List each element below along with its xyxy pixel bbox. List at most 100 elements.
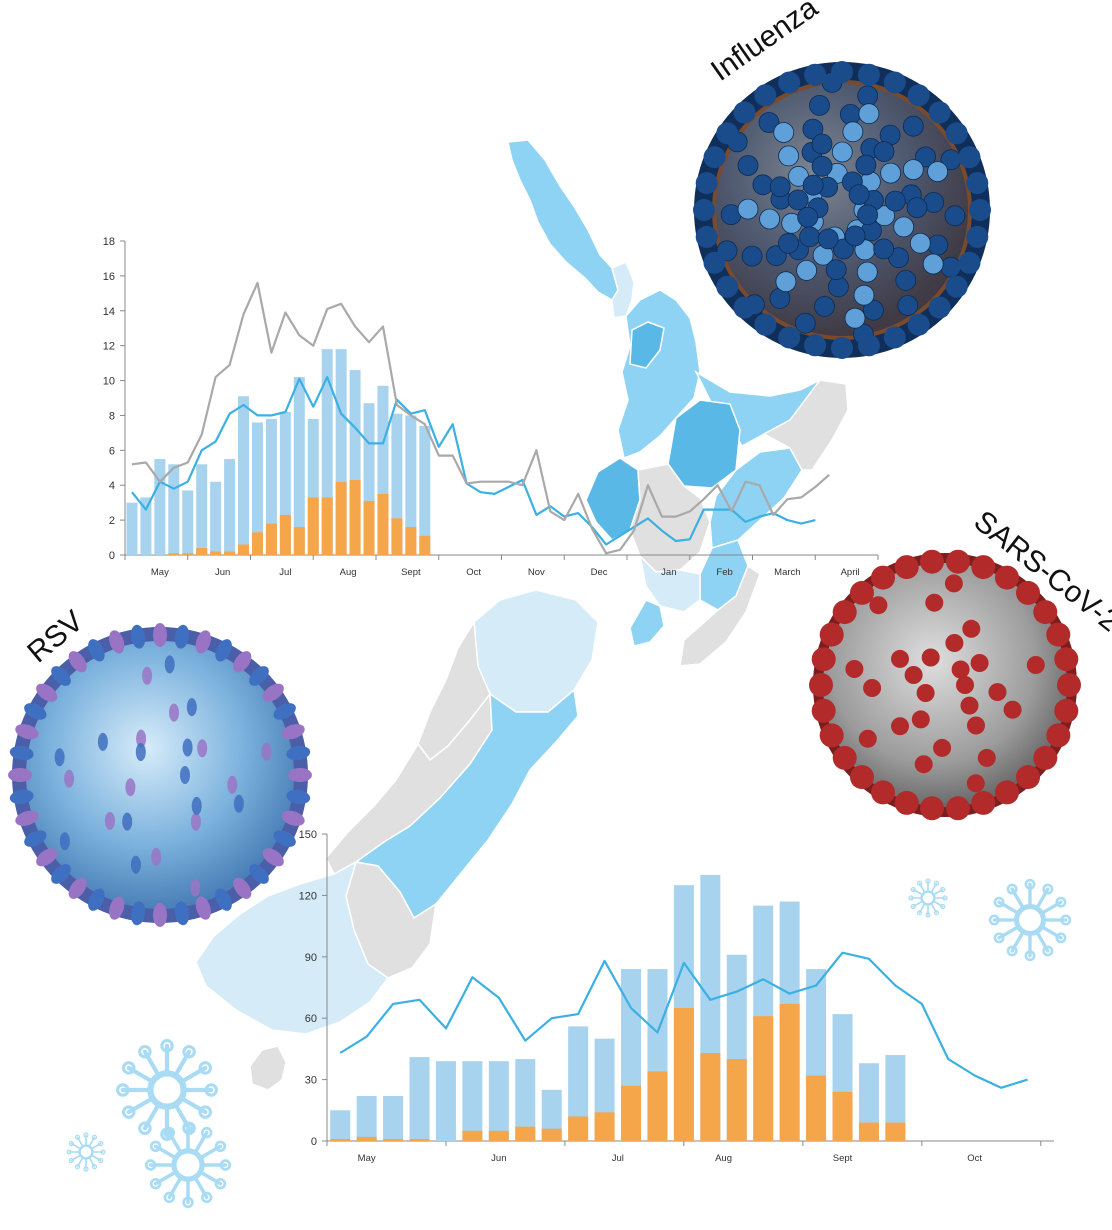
chart1-line-grey — [131, 281, 830, 555]
rsv-spike — [281, 810, 305, 826]
influenza-spike — [897, 295, 919, 316]
chart1-bar-overlay — [419, 535, 431, 555]
rsv-spike — [97, 732, 108, 751]
sars-spike — [1016, 580, 1040, 605]
sars-spike — [946, 549, 970, 574]
chart1-bar — [293, 377, 305, 555]
sars-spike — [1054, 647, 1079, 672]
influenza-spike — [695, 172, 718, 195]
rsv-spike — [233, 877, 252, 899]
rsv-spike — [24, 703, 47, 720]
chart1-bar-overlay — [182, 553, 194, 555]
chart1-bar-overlay — [168, 553, 180, 555]
influenza-spike — [775, 271, 797, 293]
sars-spike — [850, 765, 874, 790]
chart1-bar-overlay — [210, 551, 222, 555]
sars-spike — [819, 723, 844, 748]
chart1-bar-overlay — [196, 548, 208, 555]
sars-spike — [914, 755, 933, 774]
influenza-spike — [825, 259, 847, 281]
chart1-month-label: Feb — [716, 567, 732, 578]
rsv-spike — [130, 855, 141, 874]
chart2-bar-overlay — [356, 1136, 377, 1141]
chart1-month-label: May — [151, 567, 169, 578]
influenza-spike — [737, 198, 759, 220]
chart1-bar — [196, 464, 208, 555]
influenza-spike — [833, 238, 854, 260]
sars-spike — [977, 748, 996, 767]
chart2-bar-overlay — [885, 1122, 906, 1141]
chart2-bar-overlay — [858, 1122, 879, 1141]
chart1-bar — [377, 385, 389, 555]
chart1-bar — [210, 481, 222, 555]
rsv-virus-image — [8, 623, 312, 927]
sars-spike — [819, 622, 844, 647]
chart2-bar-overlay — [700, 1052, 721, 1141]
chart1-bar-overlay — [251, 532, 263, 555]
sars-spike — [966, 774, 985, 793]
chart1-y-tick-label: 2 — [109, 515, 115, 527]
influenza-spike — [794, 312, 816, 334]
sars-spike — [945, 634, 964, 652]
influenza-spike — [893, 216, 915, 238]
rsv-spike — [36, 848, 58, 867]
rsv-spike — [24, 830, 47, 847]
rsv-spike — [191, 796, 202, 815]
influenza-spike — [873, 238, 895, 260]
rsv-spike — [142, 666, 153, 685]
virus-icon — [116, 1039, 218, 1141]
chart2-bar-overlay — [779, 1003, 800, 1141]
sars-spike — [951, 660, 970, 679]
sars-spike — [920, 549, 944, 574]
map-region-gisborne — [762, 379, 849, 471]
chart1-y-tick-label: 4 — [109, 480, 115, 492]
rsv-spike — [233, 794, 244, 813]
sars-spike — [1016, 765, 1040, 790]
influenza-spike — [907, 84, 930, 107]
rsv-spike — [9, 789, 34, 805]
sars-spike — [995, 565, 1019, 590]
influenza-spike — [856, 261, 878, 283]
chart1-bar — [335, 349, 347, 555]
influenza-spike — [857, 334, 880, 357]
rsv-spike — [249, 864, 269, 884]
rsv-spike — [54, 748, 65, 767]
influenza-spike — [831, 61, 853, 83]
rsv-spike — [197, 739, 208, 758]
influenza-spike — [737, 155, 759, 176]
rsv-spike — [59, 832, 70, 851]
influenza-spike — [778, 71, 801, 94]
influenza-spike — [842, 121, 864, 143]
influenza-spike — [863, 299, 884, 321]
influenza-spike — [966, 225, 989, 248]
rsv-spike — [215, 888, 232, 911]
rsv-spike — [88, 639, 105, 662]
chart2-month-label: May — [358, 1153, 376, 1164]
influenza-spike — [857, 85, 879, 107]
chart1-bar — [279, 411, 291, 555]
chart1-bar-overlay — [349, 479, 361, 555]
influenza-spike — [796, 259, 817, 281]
rsv-spike — [125, 778, 136, 797]
chart1-bar — [154, 459, 166, 555]
chart2-bar — [541, 1089, 562, 1141]
rsv-spike — [122, 812, 133, 831]
influenza-spike — [853, 284, 875, 306]
chart1-y-tick-label: 16 — [103, 271, 115, 283]
chart1-bar — [251, 422, 263, 555]
chart1-bar-overlay — [405, 527, 417, 555]
rsv-chart: 0 30 60 90 120 150 May Jun Jul Aug Sept Oct — [299, 829, 1054, 1164]
influenza-spike — [958, 251, 981, 274]
nz-regional-map — [195, 139, 849, 1091]
map-region-east-coast — [679, 564, 761, 667]
rsv-spike — [190, 878, 201, 897]
rsv-spike — [286, 745, 311, 761]
influenza-spike — [927, 161, 948, 183]
map-region-stewart-island — [249, 1045, 287, 1091]
influenza-spike — [848, 184, 870, 206]
chart2-bar-overlay — [568, 1116, 589, 1141]
influenza-spike — [754, 84, 777, 107]
chart1-bar-overlay — [377, 493, 389, 555]
influenza-spike — [741, 245, 763, 267]
chart1-month-label: April — [841, 567, 860, 578]
